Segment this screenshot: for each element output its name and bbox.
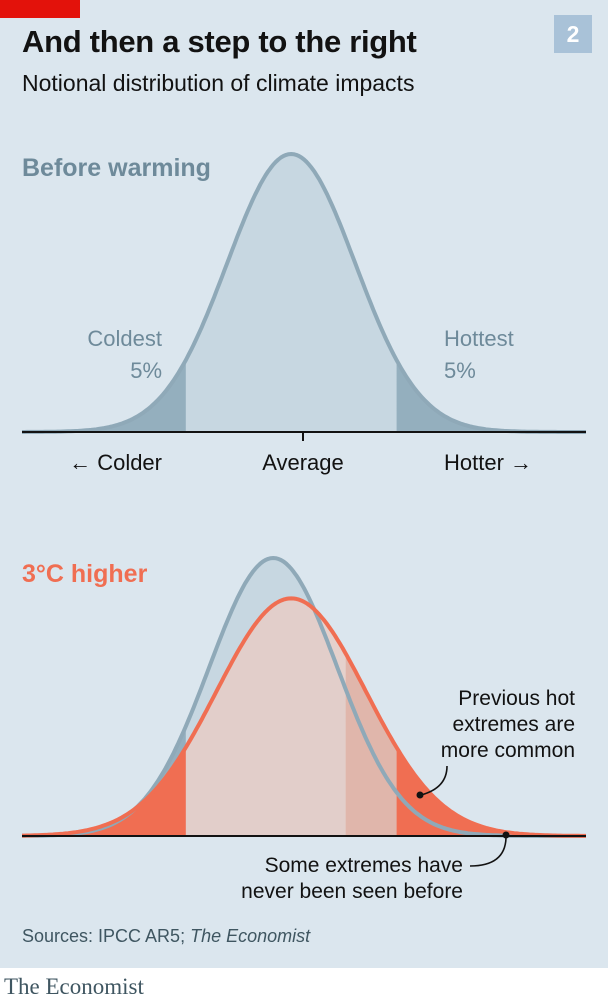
source-publication: The Economist [190,926,311,946]
before-warming-label: Before warming [22,154,211,182]
brand-red-tag [0,0,80,18]
previous-hot-pointer-dot [416,791,424,799]
x-tick-label-hotter: Hotter → [444,450,532,475]
new-extremes-annotation-line2: never been seen before [241,880,463,903]
warmed-chart: 3°C higher Previous hot extremes are mor… [22,556,586,903]
new-extremes-pointer-dot [502,831,510,839]
x-tick-label-colder: ← Colder [69,450,162,475]
new-extremes-pointer-line [469,837,507,867]
warmed-cold-tail [22,747,186,836]
warmed-distribution-area [22,598,586,836]
before-warming-chart: Before warming Coldest 5% Hottest 5% ← C… [22,152,586,475]
chart-subtitle: Notional distribution of climate impacts [22,70,415,96]
coldest-5-percent-tail [22,360,186,432]
warmed-label: 3°C higher [22,560,148,588]
new-extremes-annotation-line1: Some extremes have [265,854,463,877]
x-tick-label-average: Average [262,450,344,475]
baseline-distribution-area [22,154,586,432]
new-extremes-tail [396,747,586,836]
hottest-5-percent-tail [396,360,586,432]
distribution-charts: Before warming Coldest 5% Hottest 5% ← C… [22,152,586,903]
previous-hot-annotation-line1: Previous hot [458,687,575,710]
previous-hot-pointer-line [420,765,448,796]
previous-hot-annotation-line2: extremes are [452,713,575,736]
hottest-percent-label: 5% [444,358,476,383]
coldest-percent-label: 5% [130,358,162,383]
chart-title: And then a step to the right [22,24,417,59]
warmed-distribution-curve [22,596,586,838]
coldest-label: Coldest [87,326,162,351]
baseline-distribution-curve [22,152,586,434]
hottest-label: Hottest [444,326,514,351]
source-note: Sources: IPCC AR5; The Economist [22,926,310,947]
source-text: Sources: IPCC AR5; [22,926,191,946]
chart-number-badge: 2 [554,15,592,53]
economist-logo: The Economist [4,974,144,999]
chart-panel: And then a step to the right Notional di… [0,0,608,968]
previous-hot-annotation-line3: more common [441,739,575,762]
